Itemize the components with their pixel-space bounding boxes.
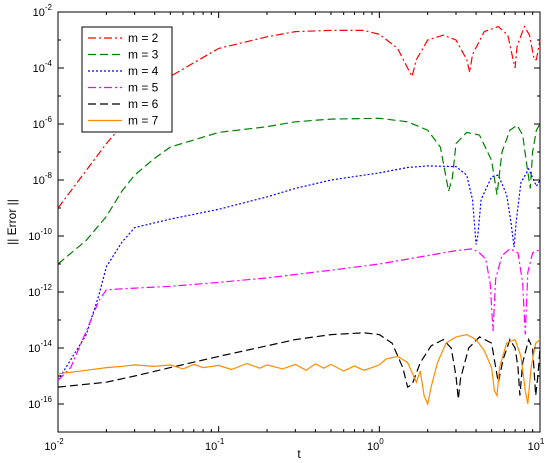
y-tick-label: 10-2 [33,3,53,19]
series-layer [57,25,541,407]
legend-label: m = 2 [128,31,159,45]
x-tick-label: 10-2 [44,437,64,453]
legend-label: m = 3 [128,48,159,62]
series-line-3 [57,165,541,381]
series-line-5 [57,332,541,400]
series-line-1 [57,25,541,209]
y-tick-label: 10-16 [28,395,52,411]
y-tick-label: 10-6 [33,115,53,131]
y-tick-label: 10-12 [28,283,52,299]
x-tick-label: 101 [528,437,545,453]
legend: m = 2 m = 3 m = 4 m = 5 m = 6 m = 7 [81,26,173,133]
legend-label: m = 4 [128,64,159,78]
x-axis-label: t [297,447,301,461]
x-tick-label: 10-1 [205,437,225,453]
tick-layer: 10-2 10-1 100 101 10-16 10-14 10-12 10-10 10-8 10… [28,3,545,453]
legend-box [81,26,173,133]
legend-label: m = 5 [128,81,159,95]
y-axis-label: || Error || [5,199,19,245]
y-tick-label: 10-14 [28,339,52,355]
series-line-6 [57,333,541,407]
legend-label: m = 6 [128,97,159,111]
y-tick-label: 10-8 [33,171,53,187]
y-tick-label: 10-10 [28,227,52,243]
y-tick-label: 10-4 [33,59,53,75]
series-line-4 [57,248,540,381]
legend-label: m = 7 [128,114,159,128]
series-line-2 [57,117,541,265]
x-tick-label: 100 [367,437,384,453]
